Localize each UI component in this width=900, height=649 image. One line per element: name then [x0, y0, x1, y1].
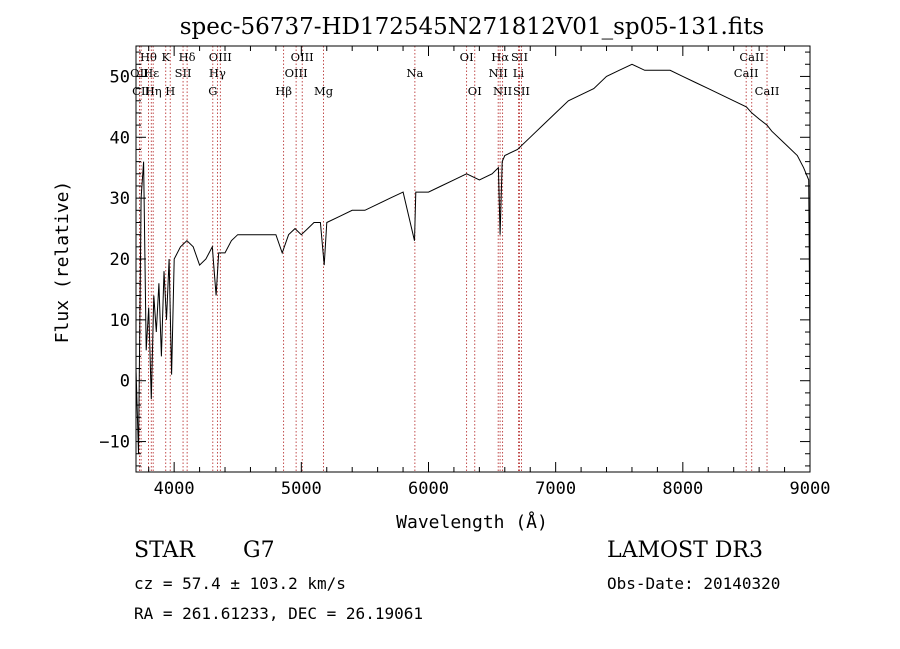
- spectral-line-label: CaII: [739, 50, 764, 64]
- spectral-line-label: CII: [132, 84, 150, 98]
- x-tick-label: 5000: [281, 479, 322, 499]
- spectral-line-label: Hγ: [209, 66, 226, 80]
- spectral-line-label: K: [161, 50, 170, 64]
- spectral-line-label: Li: [513, 66, 525, 80]
- axis-ticks: 4000 5000 6000 7000 8000 9000 −10 0 10 20 30 40 50: [99, 46, 830, 499]
- redshift-readout: cz = 57.4 ± 103.2 km/s: [134, 574, 346, 593]
- y-tick-label: 50: [110, 67, 130, 87]
- flux-series-line: [135, 63, 811, 454]
- spectral-line-label: Mg: [314, 84, 334, 98]
- y-tick-label: −10: [99, 433, 130, 453]
- spectral-line-label: NII: [493, 84, 512, 98]
- spectral-line-label: Hα: [491, 50, 509, 64]
- survey-name: LAMOST DR3: [607, 538, 763, 563]
- x-tick-label: 4000: [154, 479, 195, 499]
- chart-title: spec-56737-HD172545N271812V01_sp05-131.f…: [180, 14, 765, 40]
- spectral-line-label: OI: [468, 84, 482, 98]
- spectral-line-label: OI: [460, 50, 474, 64]
- spectral-line-label: Na: [406, 66, 423, 80]
- spectral-line-label: OIII: [209, 50, 232, 64]
- x-tick-label: 7000: [535, 479, 576, 499]
- spectral-line-label: G: [208, 84, 217, 98]
- object-subclass: G7: [243, 538, 275, 563]
- spectral-line-label: Hη: [145, 84, 162, 98]
- series-group: [135, 63, 811, 454]
- spectral-line-label: Hδ: [179, 50, 196, 64]
- obs-date: Obs-Date: 20140320: [607, 574, 781, 593]
- x-tick-label: 6000: [408, 479, 449, 499]
- coordinates: RA = 261.61233, DEC = 26.19061: [134, 604, 423, 623]
- spectral-line-label: Hθ: [140, 50, 157, 64]
- y-tick-label: 20: [110, 250, 130, 270]
- spectral-line-label: OIII: [285, 66, 308, 80]
- x-axis-label: Wavelength (Å): [396, 511, 548, 533]
- spectral-line-label: NII: [489, 66, 508, 80]
- y-tick-label: 0: [120, 372, 130, 392]
- spectral-line-label: SII: [175, 66, 192, 80]
- spectral-line-label: CaII: [734, 66, 759, 80]
- spectral-line-label: Hε: [143, 66, 159, 80]
- spectral-line-label: H: [165, 84, 175, 98]
- x-tick-label: 9000: [790, 479, 831, 499]
- plot-frame: [135, 45, 811, 473]
- object-class: STAR: [134, 538, 195, 563]
- y-tick-label: 10: [110, 311, 130, 331]
- y-axis-label: Flux (relative): [52, 181, 73, 344]
- spectral-line-label: Hβ: [275, 84, 292, 98]
- spectral-line-label: SII: [511, 50, 528, 64]
- y-tick-label: 40: [110, 128, 130, 148]
- x-tick-label: 8000: [662, 479, 703, 499]
- spectral-line-label: OIII: [291, 50, 314, 64]
- y-tick-label: 30: [110, 189, 130, 209]
- spectral-line-label: CaII: [755, 84, 780, 98]
- spectral-line-label: SII: [513, 84, 530, 98]
